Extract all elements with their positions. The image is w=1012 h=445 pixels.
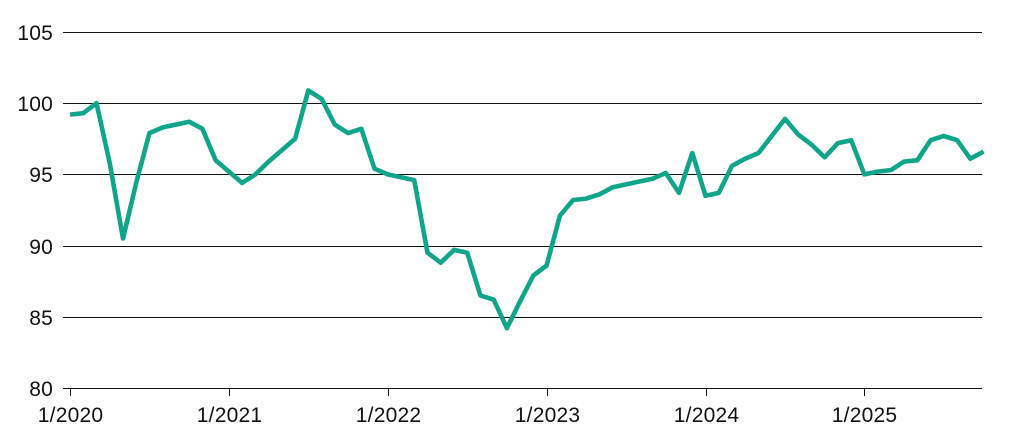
x-tick-label: 1/2021 (197, 404, 262, 427)
y-tick-label: 80 (29, 378, 53, 401)
x-tick-label: 1/2023 (515, 404, 580, 427)
data-line-series (69, 88, 985, 331)
y-tick-label: 105 (17, 22, 53, 45)
x-tick-label: 1/2024 (674, 404, 740, 427)
y-tick-label: 85 (29, 307, 53, 330)
x-tick-label: 1/2020 (38, 404, 103, 427)
y-tick-label: 95 (29, 164, 53, 187)
x-tick-label: 1/2022 (356, 404, 421, 427)
x-tick-label: 1/2025 (832, 404, 897, 427)
y-tick-label: 90 (29, 236, 53, 259)
y-tick-label: 100 (17, 93, 53, 116)
